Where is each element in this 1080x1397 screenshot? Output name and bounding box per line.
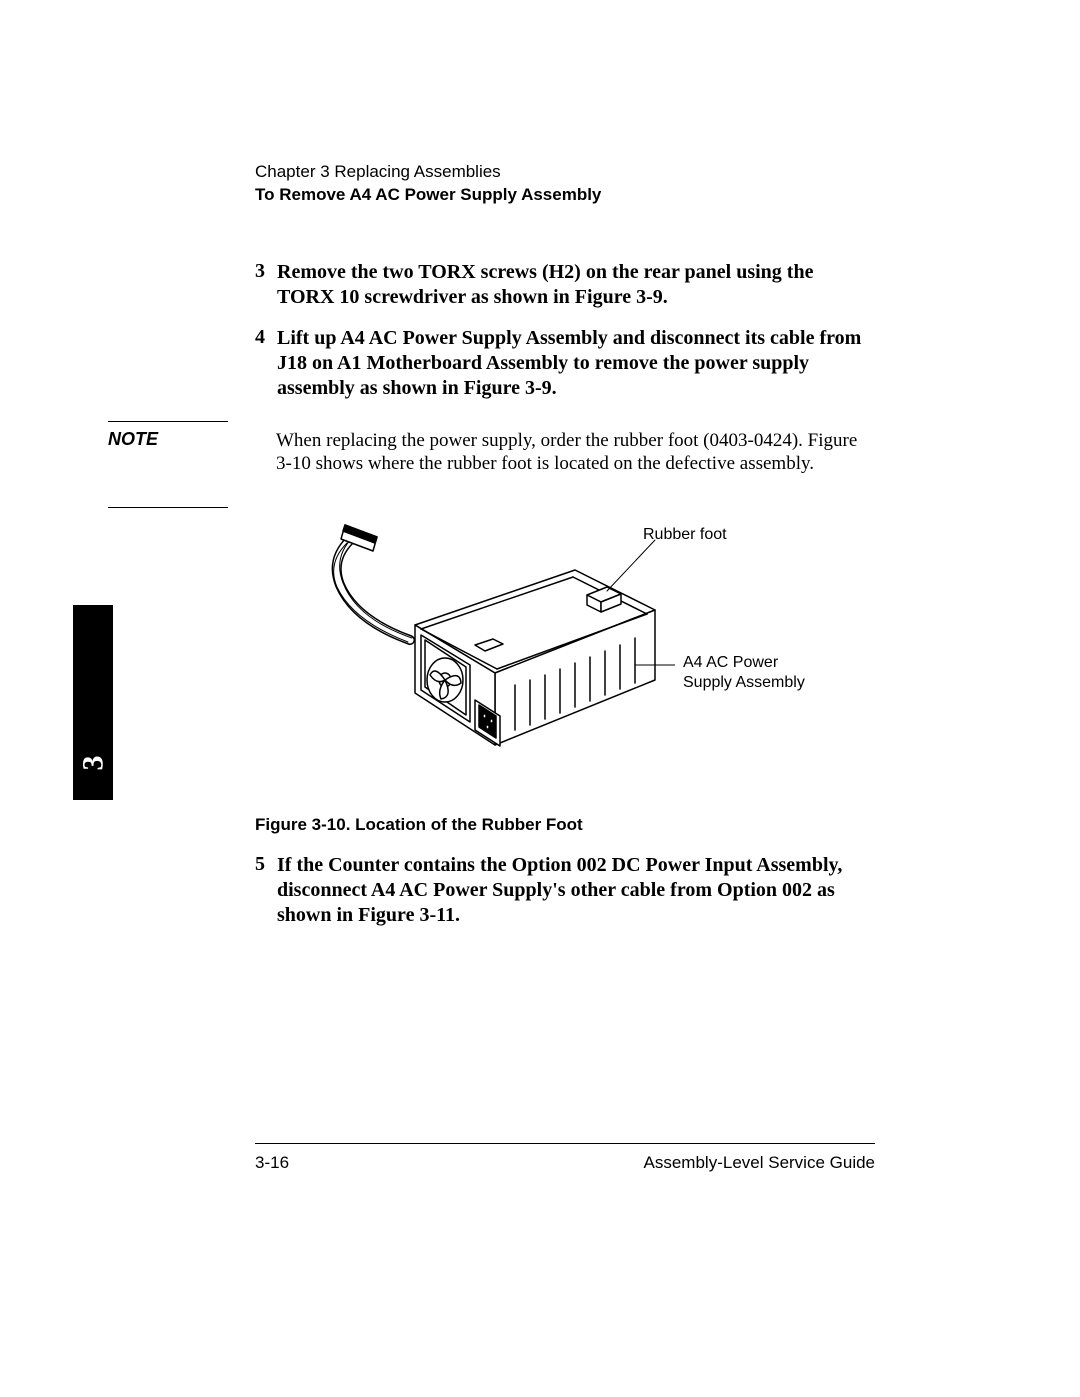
note-body: When replacing the power supply, order t… [255, 429, 875, 475]
page-content: Chapter 3 Replacing Assemblies To Remove… [255, 162, 875, 944]
step-text: If the Counter contains the Option 002 D… [277, 853, 875, 928]
footer: 3-16 Assembly-Level Service Guide [255, 1153, 875, 1173]
step-3: 3 Remove the two TORX screws (H2) on the… [255, 260, 875, 310]
figure-label-line2: Supply Assembly [683, 674, 805, 691]
note-label: NOTE [108, 429, 158, 450]
figure-label-assembly: A4 AC Power Supply Assembly [683, 653, 805, 691]
step-text: Remove the two TORX screws (H2) on the r… [277, 260, 875, 310]
section-title: To Remove A4 AC Power Supply Assembly [255, 185, 875, 205]
note-rule [108, 421, 228, 422]
figure-caption: Figure 3-10. Location of the Rubber Foot [255, 815, 875, 835]
step-number: 4 [255, 326, 277, 401]
step-number: 5 [255, 853, 277, 928]
step-4: 4 Lift up A4 AC Power Supply Assembly an… [255, 326, 875, 401]
step-text: Lift up A4 AC Power Supply Assembly and … [277, 326, 875, 401]
step-number: 3 [255, 260, 277, 310]
chapter-tab-number: 3 [76, 755, 110, 770]
footer-rule [255, 1143, 875, 1144]
figure-label-rubber-foot: Rubber foot [643, 525, 727, 544]
page-number: 3-16 [255, 1153, 289, 1173]
footer-title: Assembly-Level Service Guide [644, 1153, 875, 1173]
power-supply-illustration [315, 505, 675, 785]
note-block: NOTE When replacing the power supply, or… [255, 429, 875, 475]
note-rule [108, 507, 228, 508]
step-5: 5 If the Counter contains the Option 002… [255, 853, 875, 928]
figure-label-line1: A4 AC Power [683, 654, 778, 671]
chapter-tab: 3 [73, 605, 113, 800]
chapter-line: Chapter 3 Replacing Assemblies [255, 162, 875, 182]
figure: Rubber foot A4 AC Power Supply Assembly [255, 505, 875, 795]
